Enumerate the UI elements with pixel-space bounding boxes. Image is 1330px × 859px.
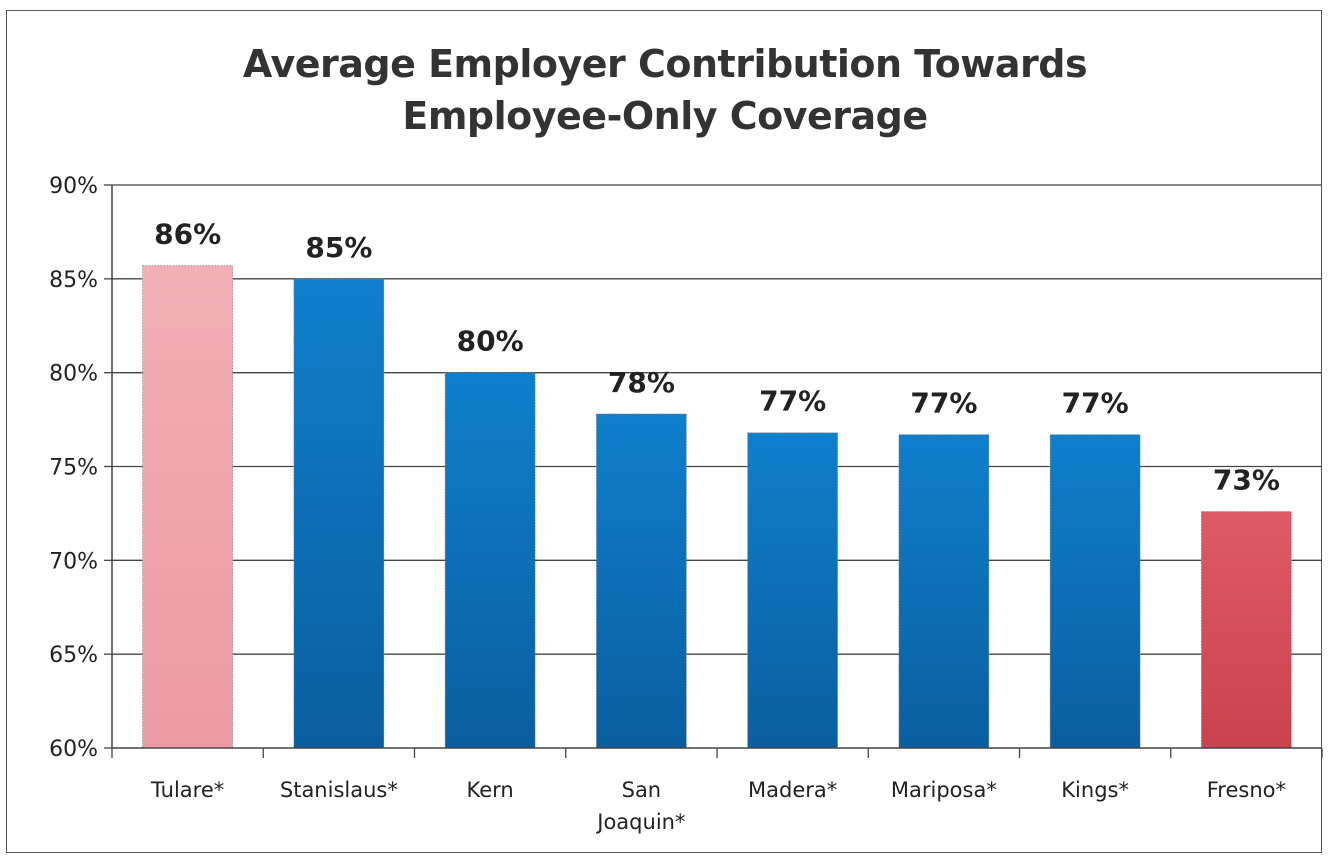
axes (111, 185, 1323, 758)
bar-kings (1049, 434, 1141, 749)
bars (142, 265, 1292, 749)
x-category-label-line: Kern (467, 778, 514, 802)
data-labels: 86% 85% 80% 78% 77% 77% 77% 73% (154, 218, 1280, 497)
x-category-label-line: Fresno* (1207, 778, 1286, 802)
bar-mariposa (898, 434, 990, 749)
y-axis-ticks: 60% 65% 70% 75% 80% 85% 90% (49, 174, 112, 762)
x-category-label-line: Kings* (1061, 778, 1129, 802)
data-label: 86% (154, 218, 221, 251)
data-label: 73% (1213, 464, 1280, 497)
x-category-label: Tulare* (150, 778, 224, 802)
x-category-label: Stanislaus* (280, 778, 398, 802)
y-tick-label: 75% (49, 456, 98, 481)
x-category-label-line: Joaquin* (595, 810, 685, 834)
x-category-label: Madera* (748, 778, 837, 802)
x-category-label: Fresno* (1207, 778, 1286, 802)
data-label: 77% (1062, 387, 1129, 420)
chart-title-line-2: Employee-Only Coverage (402, 94, 928, 138)
bar-fresno (1200, 511, 1292, 749)
y-tick-label: 90% (49, 174, 98, 199)
x-category-label-line: San (622, 778, 662, 802)
y-tick-label: 80% (49, 362, 98, 387)
y-tick-label: 85% (49, 268, 98, 293)
x-category-label-line: Stanislaus* (280, 778, 398, 802)
x-category-label-line: Madera* (748, 778, 837, 802)
data-label: 78% (608, 366, 675, 399)
y-tick-label: 70% (49, 549, 98, 574)
chart-title: Average Employer Contribution Towards Em… (0, 38, 1330, 142)
bar-san-joaquin (595, 413, 687, 749)
x-category-label-line: Tulare* (150, 778, 224, 802)
x-category-label: Mariposa* (891, 778, 997, 802)
bar-kern (444, 372, 536, 749)
x-category-label: Kings* (1061, 778, 1129, 802)
y-tick-label: 60% (49, 737, 98, 762)
bar-tulare (142, 265, 234, 749)
y-tick-label: 65% (49, 643, 98, 668)
data-label: 85% (305, 231, 372, 264)
x-axis-labels: Tulare* Stanislaus* Kern San Joaquin* Madera*… (150, 778, 1286, 834)
bar-madera (747, 432, 839, 749)
data-label: 80% (457, 325, 524, 358)
data-label: 77% (759, 385, 826, 418)
x-category-label: Kern (467, 778, 514, 802)
bar-stanislaus (293, 278, 385, 749)
x-category-label: San Joaquin* (595, 778, 685, 834)
data-label: 77% (910, 387, 977, 420)
chart-title-line-1: Average Employer Contribution Towards (242, 42, 1088, 86)
x-category-label-line: Mariposa* (891, 778, 997, 802)
